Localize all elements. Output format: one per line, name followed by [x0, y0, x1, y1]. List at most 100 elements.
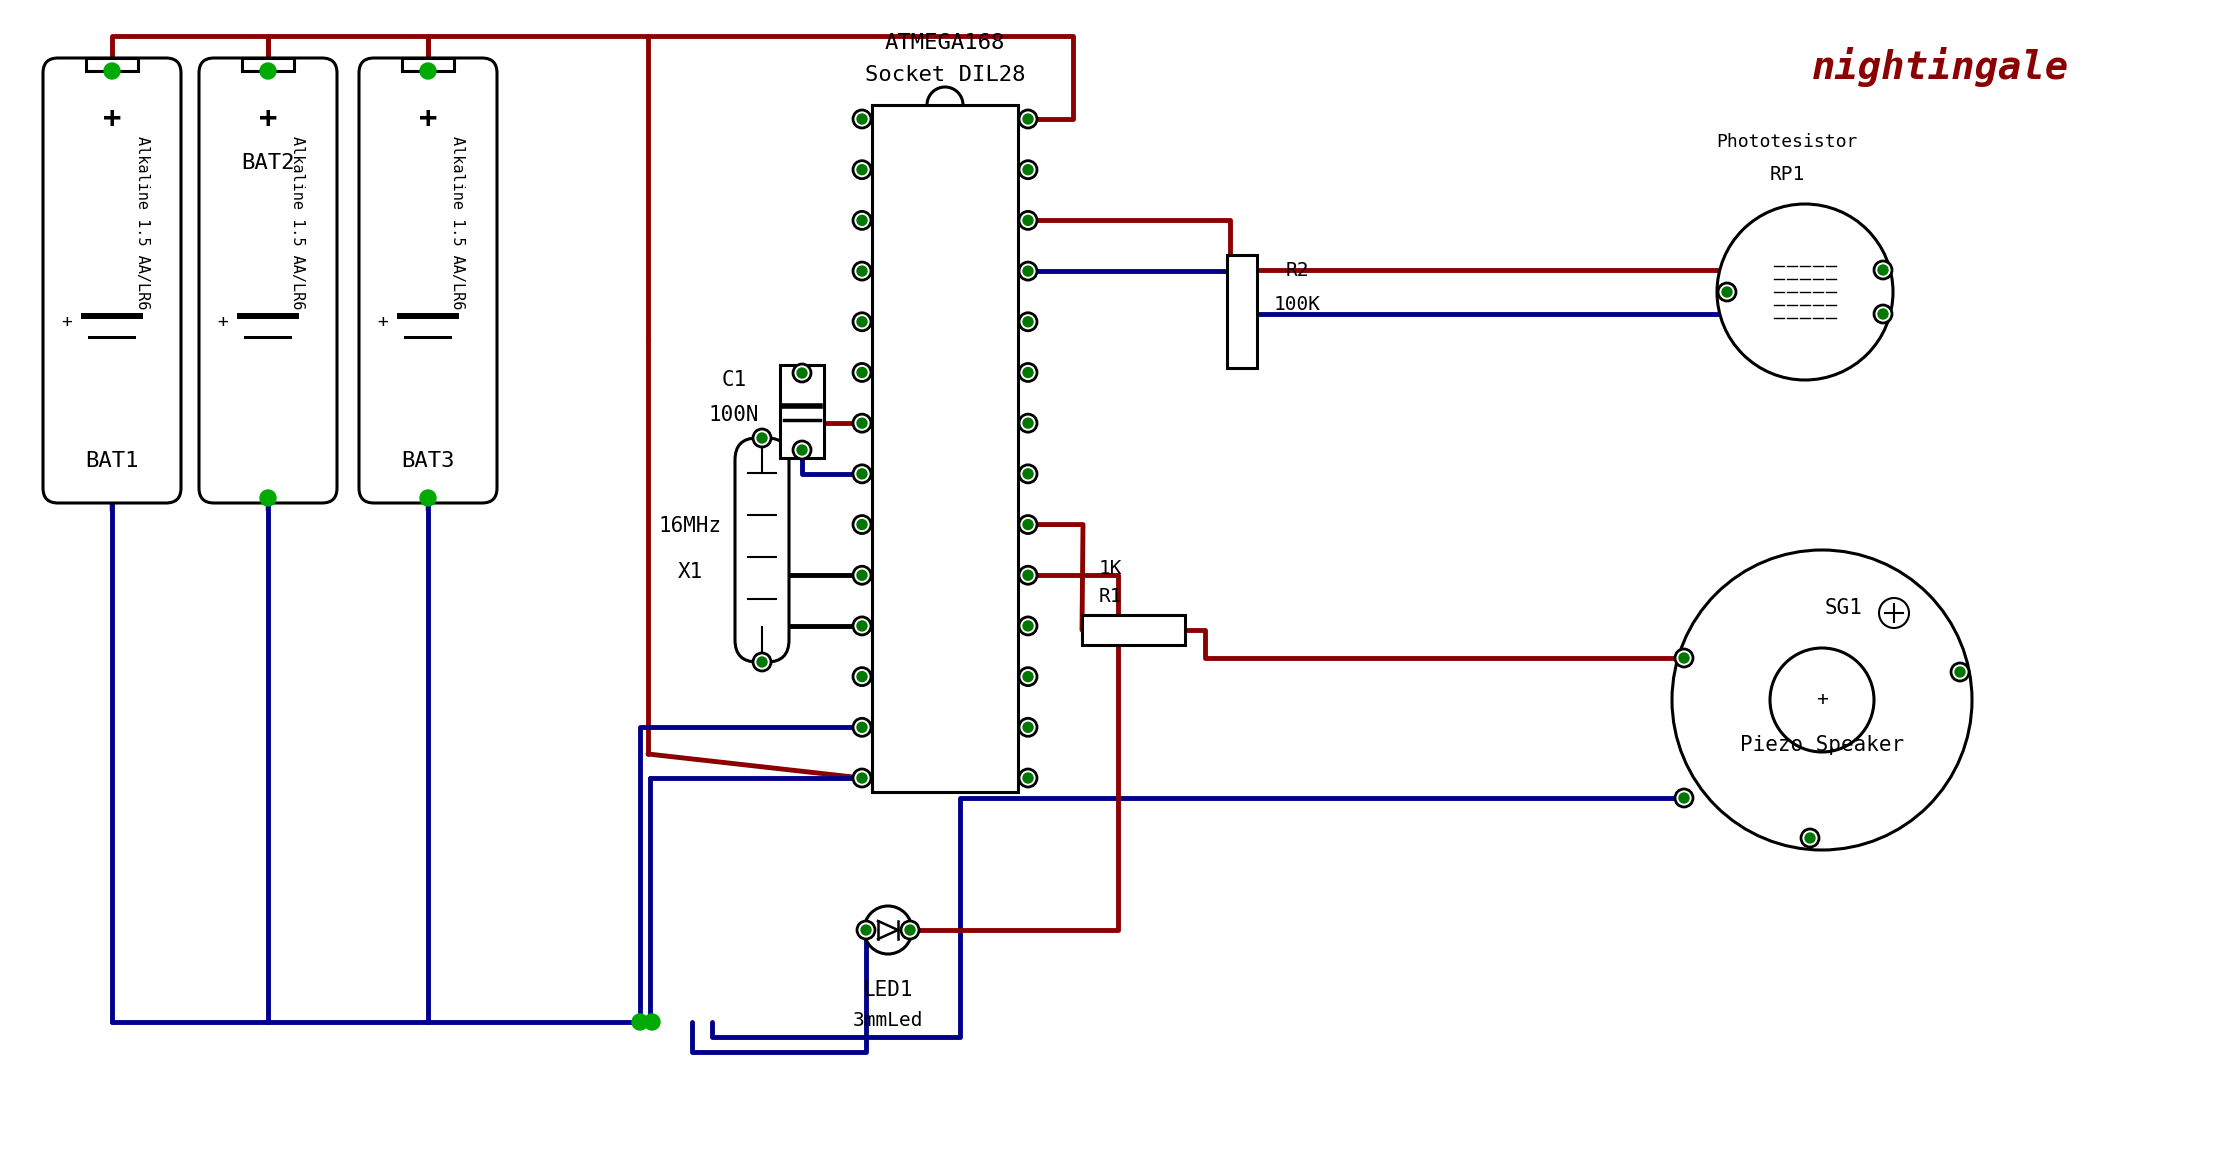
Text: Alkaline 1.5 AA/LR6: Alkaline 1.5 AA/LR6 — [291, 136, 306, 310]
Text: +: + — [418, 104, 438, 133]
Circle shape — [1019, 718, 1037, 736]
Circle shape — [1024, 520, 1033, 529]
Circle shape — [420, 490, 436, 506]
Circle shape — [1956, 666, 1965, 677]
Bar — [1227, 255, 1256, 368]
Text: 16MHz: 16MHz — [659, 516, 722, 536]
Circle shape — [1019, 515, 1037, 534]
Circle shape — [901, 921, 919, 939]
Circle shape — [758, 433, 767, 444]
Circle shape — [856, 469, 867, 479]
Circle shape — [1024, 215, 1033, 225]
Bar — [89, 335, 136, 340]
Bar — [80, 313, 143, 319]
Text: LED1: LED1 — [863, 979, 914, 1000]
Text: +: + — [217, 313, 228, 331]
Circle shape — [1019, 313, 1037, 330]
Circle shape — [854, 262, 872, 280]
Circle shape — [856, 722, 867, 732]
Circle shape — [856, 520, 867, 529]
Circle shape — [753, 429, 771, 447]
Circle shape — [1721, 286, 1732, 297]
Circle shape — [1674, 649, 1692, 666]
Circle shape — [854, 313, 872, 330]
Bar — [405, 335, 451, 340]
Circle shape — [1719, 283, 1737, 301]
Bar — [872, 105, 1017, 792]
Circle shape — [856, 266, 867, 276]
Circle shape — [856, 571, 867, 580]
Circle shape — [1019, 364, 1037, 381]
Circle shape — [856, 215, 867, 225]
Circle shape — [854, 617, 872, 635]
Text: Piezo Speaker: Piezo Speaker — [1739, 735, 1904, 755]
Circle shape — [856, 921, 874, 939]
Bar — [244, 335, 291, 340]
Text: R1: R1 — [1097, 587, 1122, 605]
Circle shape — [865, 906, 912, 954]
Circle shape — [1019, 617, 1037, 635]
Circle shape — [1806, 833, 1815, 843]
Circle shape — [854, 566, 872, 584]
Circle shape — [259, 490, 275, 506]
FancyBboxPatch shape — [360, 58, 496, 502]
Circle shape — [1019, 211, 1037, 230]
Text: 100K: 100K — [1274, 296, 1321, 314]
Text: BAT3: BAT3 — [402, 450, 454, 471]
Bar — [780, 365, 825, 459]
Circle shape — [856, 165, 867, 174]
Circle shape — [854, 718, 872, 736]
FancyBboxPatch shape — [42, 58, 181, 502]
Circle shape — [1024, 621, 1033, 631]
Text: R2: R2 — [1285, 261, 1310, 280]
Circle shape — [644, 1014, 659, 1030]
Circle shape — [856, 316, 867, 327]
Text: +: + — [63, 313, 72, 331]
Circle shape — [798, 368, 807, 378]
Circle shape — [854, 464, 872, 483]
Circle shape — [105, 64, 121, 79]
Bar — [241, 58, 295, 70]
Circle shape — [1019, 464, 1037, 483]
Circle shape — [1716, 204, 1893, 380]
Text: Alkaline 1.5 AA/LR6: Alkaline 1.5 AA/LR6 — [134, 136, 150, 310]
Circle shape — [1678, 793, 1690, 803]
Circle shape — [860, 925, 872, 936]
Circle shape — [1024, 773, 1033, 783]
Circle shape — [1880, 598, 1909, 628]
Circle shape — [1024, 114, 1033, 124]
Text: 3mmLed: 3mmLed — [854, 1011, 923, 1029]
Circle shape — [1674, 789, 1692, 807]
Circle shape — [1019, 415, 1037, 432]
Circle shape — [854, 364, 872, 381]
Circle shape — [856, 114, 867, 124]
Circle shape — [854, 211, 872, 230]
Circle shape — [1024, 722, 1033, 732]
Circle shape — [856, 773, 867, 783]
Circle shape — [1770, 648, 1873, 752]
Circle shape — [1019, 668, 1037, 686]
Text: +: + — [103, 104, 121, 133]
Circle shape — [854, 515, 872, 534]
Circle shape — [1019, 769, 1037, 787]
Text: SG1: SG1 — [1826, 598, 1864, 618]
Circle shape — [854, 668, 872, 686]
Circle shape — [1024, 571, 1033, 580]
Circle shape — [1951, 663, 1969, 681]
Circle shape — [854, 161, 872, 179]
Circle shape — [854, 415, 872, 432]
Text: RP1: RP1 — [1770, 164, 1804, 184]
Circle shape — [1019, 110, 1037, 128]
Circle shape — [1873, 261, 1893, 280]
Text: BAT1: BAT1 — [85, 450, 139, 471]
Circle shape — [798, 445, 807, 455]
Circle shape — [905, 925, 914, 936]
Bar — [398, 313, 458, 319]
Bar — [402, 58, 454, 70]
Circle shape — [854, 769, 872, 787]
Text: Alkaline 1.5 AA/LR6: Alkaline 1.5 AA/LR6 — [451, 136, 465, 310]
Circle shape — [1672, 550, 1971, 850]
Text: +: + — [378, 313, 389, 331]
Text: +: + — [1817, 691, 1828, 709]
Circle shape — [1873, 305, 1893, 323]
